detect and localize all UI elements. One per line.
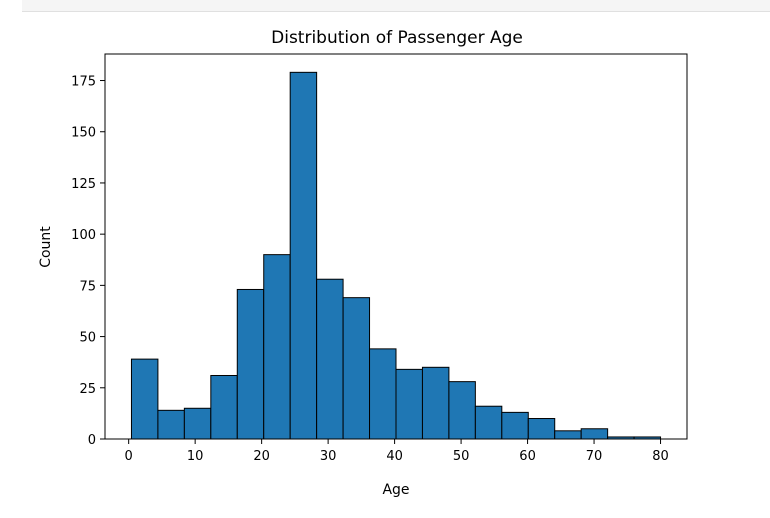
x-axis-ticks: 0 10 20 30 40 50 60 70 80 (125, 439, 669, 464)
y-axis-ticks: 0 25 50 75 100 125 150 175 (71, 75, 105, 448)
y-tick-label: 0 (88, 433, 96, 448)
y-tick-label: 150 (71, 126, 96, 141)
x-tick-label: 30 (320, 449, 337, 464)
x-tick-label: 10 (187, 449, 204, 464)
histogram-bar (236, 288, 265, 440)
x-tick-label: 80 (652, 449, 669, 464)
notebook-output-header-strip (22, 0, 770, 12)
histogram-bar (580, 428, 609, 440)
chart-title: Distribution of Passenger Age (271, 28, 523, 48)
histogram-bar (316, 278, 344, 440)
y-tick-label: 25 (79, 382, 96, 397)
histogram-bar (263, 254, 291, 440)
y-tick-label: 50 (79, 331, 96, 346)
x-tick-label: 70 (586, 449, 603, 464)
histogram-bars (130, 71, 662, 440)
x-tick-label: 50 (453, 449, 470, 464)
histogram-bar (342, 297, 371, 440)
y-tick-label: 75 (79, 279, 96, 294)
histogram-bar (448, 381, 476, 440)
x-tick-label: 0 (125, 449, 133, 464)
x-axis-label: Age (382, 482, 409, 498)
y-tick-label: 100 (71, 228, 96, 243)
axes-frame (104, 53, 688, 440)
histogram-bar (421, 366, 450, 440)
histogram-bar (289, 71, 318, 440)
histogram-bar (183, 407, 212, 440)
y-axis-label: Count (38, 226, 54, 268)
histogram-bar (157, 409, 185, 440)
histogram-bar (474, 405, 503, 440)
histogram-bar (130, 358, 159, 440)
histogram-bar (554, 430, 582, 440)
histogram-bar (501, 411, 529, 440)
x-tick-label: 20 (253, 449, 270, 464)
y-tick-label: 175 (71, 75, 96, 90)
histogram-bar (527, 418, 556, 440)
histogram-bar (210, 374, 238, 440)
x-tick-label: 40 (386, 449, 403, 464)
y-tick-label: 125 (71, 177, 96, 192)
histogram-bar (369, 348, 397, 440)
x-tick-label: 60 (519, 449, 536, 464)
histogram-bar (395, 368, 423, 440)
